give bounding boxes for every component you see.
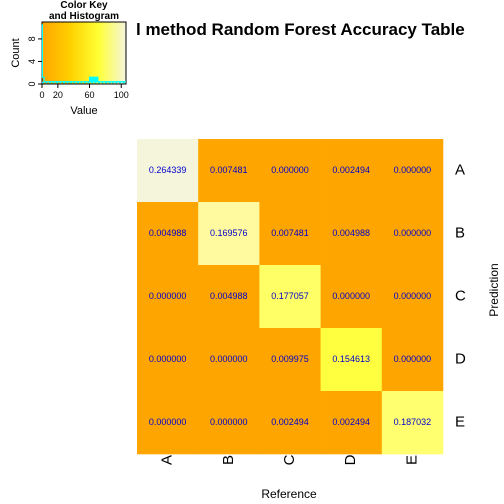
cell-value: 0.004988 [210,291,248,301]
cell-value: 0.000000 [394,165,432,175]
key-y-axis-title: Count [10,38,22,67]
column-label-a: A [159,455,176,465]
heatmap-cell-a-d [320,139,383,203]
key-x-axis-title: Value [70,105,97,117]
cell-value: 0.187032 [394,417,432,427]
histogram-line [41,24,126,83]
cell-value: 0.000000 [149,291,187,301]
cell-value: 0.264339 [149,165,187,175]
heatmap-cell-e-a [137,391,199,455]
cell-value: 0.007481 [210,165,248,175]
color-key-title: Color Key and Histogram [46,0,122,22]
cell-value: 0.002494 [332,165,370,175]
cell-value: 0.009975 [271,354,309,364]
chart-title: l method Random Forest Accuracy Table [136,20,465,39]
color-key-title-line1: Color Key [60,0,108,11]
key-y-tick-label: 4 [27,59,37,64]
cell-value: 0.004988 [149,228,187,238]
key-x-tick-label: 100 [114,90,129,100]
key-x-tick-label: 0 [39,90,44,100]
key-x-tick-label: 20 [53,90,63,100]
heatmap-cell-d-b [198,328,260,392]
key-y-tick-label: 8 [27,36,37,41]
row-label-c: C [455,287,466,304]
heatmap-cell-d-a [137,328,199,392]
heatmap-cell-e-e [381,391,444,455]
heatmap-cell-e-c [259,391,321,455]
heatmap-cell-a-b [198,139,260,203]
row-label-a: A [455,161,465,178]
cell-value: 0.177057 [271,291,309,301]
color-key: 0 20 60 100 0 4 8 Value Count [10,21,129,117]
heatmap-cell-b-c [259,202,321,266]
heatmap-cell-e-b [198,391,260,455]
x-axis-title: Reference [261,487,317,501]
heatmap-cell-e-d [320,391,383,455]
heatmap-cell-a-a [137,139,199,203]
row-labels: A B C D E [455,161,466,430]
heatmap-cell-c-d [320,265,383,329]
column-label-d: D [342,454,359,465]
column-label-b: B [220,455,237,465]
cell-value: 0.000000 [394,354,432,364]
cell-value: 0.000000 [332,291,370,301]
column-label-c: C [281,454,298,465]
cell-value: 0.000000 [394,291,432,301]
heatmap-cell-c-c [259,265,321,329]
cell-value: 0.000000 [149,354,187,364]
cell-value: 0.169576 [210,228,248,238]
heatmap-cell-c-e [381,265,444,329]
heatmap-cell-d-e [381,328,444,392]
heatmap-cell-b-a [137,202,199,266]
cell-value: 0.002494 [332,417,370,427]
cell-value: 0.000000 [210,417,248,427]
heatmap-cell-a-e [381,139,444,203]
cell-value: 0.002494 [271,417,309,427]
column-labels: A B C D E [159,454,421,465]
key-y-tick-label: 0 [27,81,37,86]
heatmap-cell-b-b [198,202,260,266]
column-label-e: E [403,455,420,465]
cell-value: 0.000000 [210,354,248,364]
cell-value: 0.000000 [394,228,432,238]
color-key-title-line2: and Histogram [48,11,119,22]
heatmap-cells: 0.264339 0.007481 0.000000 0.002494 0.000000… [137,139,444,455]
row-label-e: E [455,413,465,430]
heatmap-cell-b-d [320,202,383,266]
cell-value: 0.000000 [149,417,187,427]
heatmap-cell-c-b [198,265,260,329]
cell-value: 0.004988 [332,228,370,238]
cell-value: 0.000000 [271,165,309,175]
key-x-tick-label: 60 [85,90,95,100]
heatmap-cell-c-a [137,265,199,329]
row-label-b: B [455,224,465,241]
heatmap-cell-a-c [259,139,321,203]
cell-value: 0.154613 [332,354,370,364]
heatmap-cell-d-d [320,328,383,392]
color-key-gradient [41,21,127,85]
y-axis-title: Prediction [487,263,501,316]
row-label-d: D [455,350,466,367]
heatmap-cell-b-e [381,202,444,266]
heatmap-cell-d-c [259,328,321,392]
cell-value: 0.007481 [271,228,309,238]
